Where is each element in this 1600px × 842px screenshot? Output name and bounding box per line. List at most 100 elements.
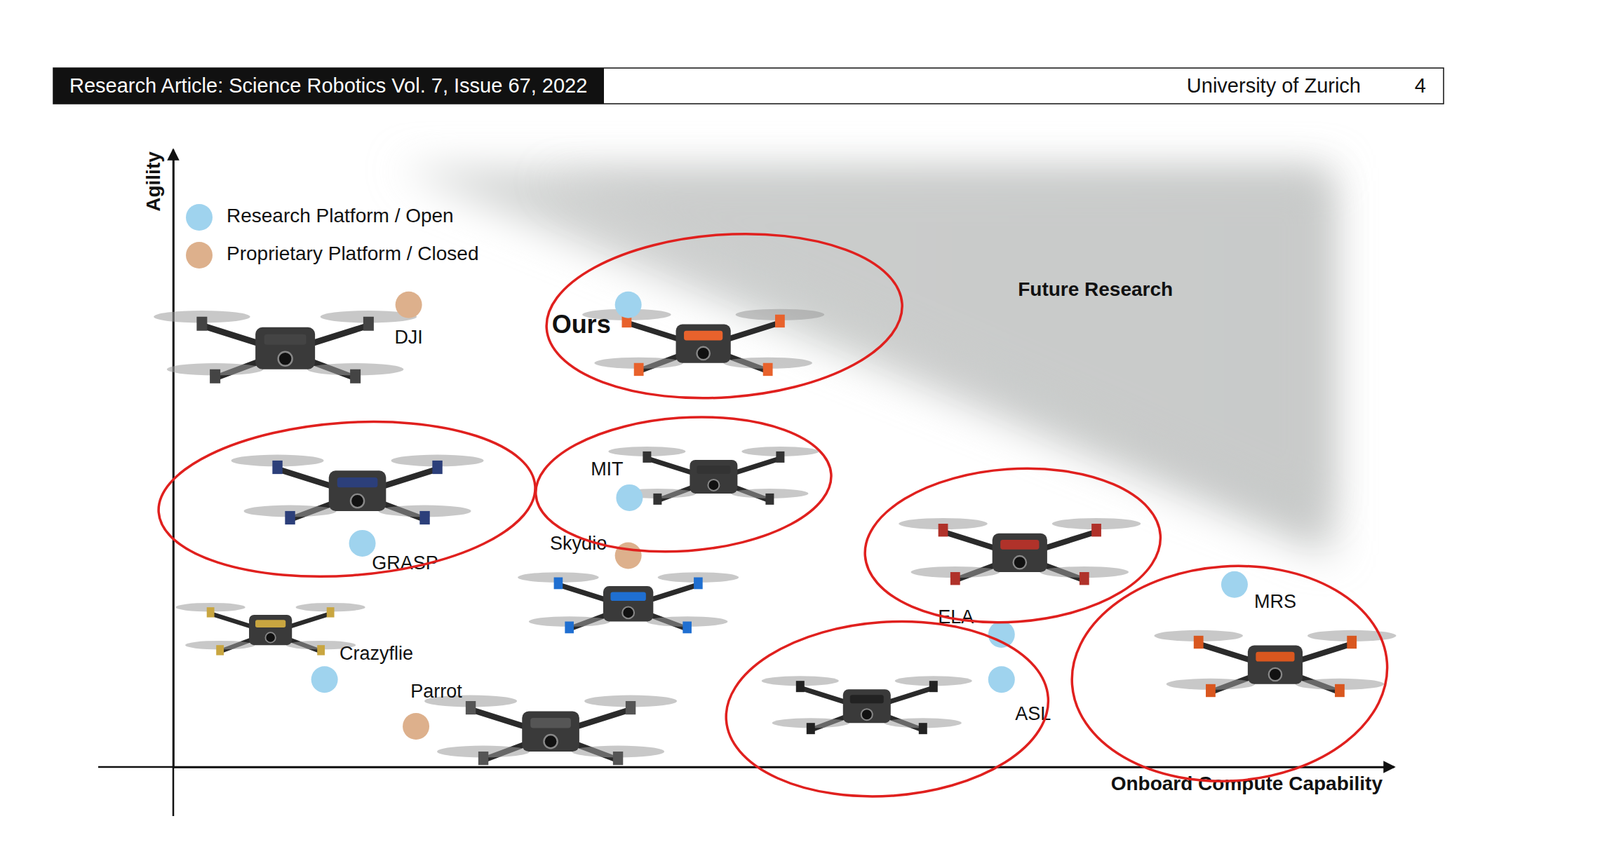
drone-detail bbox=[683, 331, 723, 341]
drone-detail bbox=[264, 334, 307, 346]
platform-point bbox=[1221, 571, 1248, 599]
drone-camera bbox=[265, 632, 275, 643]
drone-detail bbox=[850, 695, 884, 704]
drone-detail bbox=[255, 620, 286, 628]
drone-motor bbox=[642, 451, 651, 463]
drone-icon bbox=[898, 518, 1141, 586]
drone-illustrations bbox=[153, 309, 1396, 766]
highlight-ring bbox=[1064, 555, 1395, 792]
point-label: Ours bbox=[552, 310, 611, 339]
drone-icon bbox=[424, 695, 677, 766]
drone-body bbox=[676, 324, 731, 364]
drone-motor bbox=[350, 369, 361, 384]
drone-body bbox=[249, 615, 292, 646]
drone-motor bbox=[209, 369, 221, 384]
drone-icon bbox=[1153, 630, 1396, 698]
platform-point bbox=[615, 542, 642, 570]
drone-detail bbox=[530, 718, 571, 729]
future-region-core bbox=[539, 178, 1327, 522]
drone-motor bbox=[432, 460, 442, 475]
drone-camera bbox=[1013, 556, 1027, 569]
platform-point bbox=[615, 291, 642, 319]
x-axis-title: Onboard Compute Capability bbox=[1111, 772, 1384, 795]
drone-camera bbox=[278, 352, 293, 367]
point-label: MRS bbox=[1254, 591, 1297, 613]
header-band bbox=[53, 68, 604, 104]
drone-camera bbox=[707, 479, 719, 492]
drone-motor bbox=[554, 577, 564, 590]
drone-icon bbox=[761, 676, 973, 735]
drone-body bbox=[603, 586, 654, 622]
drone-motor bbox=[1091, 523, 1102, 537]
platform-point bbox=[615, 484, 643, 512]
drone-motor bbox=[1346, 636, 1357, 649]
drone-body bbox=[521, 711, 580, 752]
drone-motor bbox=[938, 523, 949, 537]
drone-motor bbox=[196, 317, 207, 332]
highlight-ring bbox=[859, 459, 1166, 633]
drone-motor bbox=[634, 363, 644, 376]
drone-detail bbox=[1255, 652, 1295, 663]
drone-motor bbox=[206, 607, 215, 618]
drone-motor bbox=[564, 622, 574, 635]
points bbox=[311, 291, 1248, 741]
drone-motor bbox=[950, 572, 961, 586]
drone-motor bbox=[929, 681, 938, 693]
drone-motor bbox=[682, 622, 692, 635]
drone-body bbox=[689, 460, 738, 494]
drone-camera bbox=[1268, 668, 1282, 682]
highlight-ring bbox=[530, 407, 836, 562]
x-axis-arrow bbox=[98, 766, 1395, 769]
drone-motor bbox=[796, 681, 805, 693]
point-label: DJI bbox=[394, 326, 423, 348]
drone-detail bbox=[696, 465, 731, 475]
platform-point bbox=[311, 666, 339, 694]
drone-motor bbox=[775, 314, 785, 328]
drone-motor bbox=[465, 701, 476, 715]
platform-point bbox=[402, 713, 430, 741]
drone-motor bbox=[693, 577, 703, 590]
drone-motor bbox=[478, 751, 489, 766]
drone-icon bbox=[582, 309, 825, 376]
highlight-ring bbox=[153, 409, 541, 589]
drone-motor bbox=[419, 511, 430, 525]
drone-motor bbox=[1079, 572, 1090, 586]
header: Research Article: Science Robotics Vol. … bbox=[53, 68, 1444, 104]
drone-motor bbox=[763, 363, 773, 376]
drone-icon bbox=[231, 455, 484, 526]
drone-body bbox=[992, 533, 1048, 573]
drone-detail bbox=[610, 592, 646, 602]
drone-motor bbox=[1205, 684, 1216, 698]
y-axis-title: Agility bbox=[142, 151, 165, 212]
future-region bbox=[397, 168, 1333, 557]
highlight-ring bbox=[720, 610, 1055, 807]
drone-motor bbox=[216, 645, 224, 656]
drone-camera bbox=[861, 709, 873, 721]
platform-point bbox=[395, 291, 423, 319]
y-axis-arrow bbox=[172, 149, 175, 817]
drone-motor bbox=[653, 493, 662, 506]
drone-motor bbox=[1193, 636, 1204, 649]
institution: University of Zurich bbox=[1186, 74, 1361, 97]
drone-motor bbox=[806, 723, 816, 735]
point-label: Parrot bbox=[410, 681, 463, 703]
drone-motor bbox=[918, 723, 928, 735]
legend-swatch bbox=[185, 241, 213, 269]
drone-detail bbox=[1000, 540, 1039, 550]
point-label: Crazyflie bbox=[339, 643, 414, 665]
legend-label: Proprietary Platform / Closed bbox=[226, 242, 479, 265]
journal: Research Article: Science Robotics Vol. … bbox=[69, 74, 588, 97]
platform-point bbox=[988, 621, 1015, 649]
drone-motor bbox=[765, 493, 774, 506]
header-frame bbox=[53, 68, 1444, 104]
drone-camera bbox=[543, 735, 557, 749]
drone-motor bbox=[625, 701, 636, 715]
drone-body bbox=[255, 327, 315, 370]
drone-body bbox=[843, 689, 891, 724]
drone-camera bbox=[622, 607, 635, 620]
drone-icon bbox=[153, 310, 417, 384]
drone-camera bbox=[696, 347, 710, 360]
annotation: Future Research bbox=[1017, 278, 1173, 301]
page-number: 4 bbox=[1414, 74, 1427, 97]
drone-body bbox=[1247, 646, 1303, 685]
